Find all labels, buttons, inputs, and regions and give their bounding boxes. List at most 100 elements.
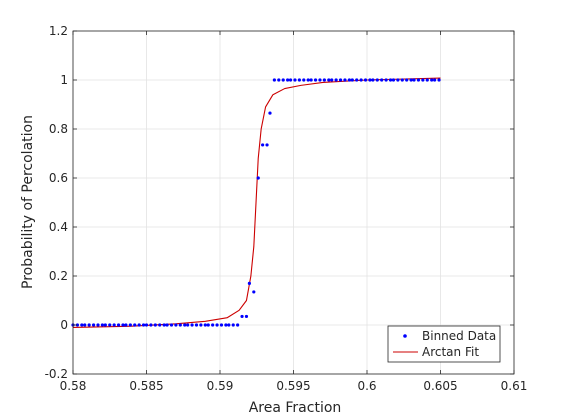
binned-data-point [281,78,285,82]
binned-data-point [206,323,210,327]
binned-data-point [405,78,409,82]
binned-data-point [211,323,215,327]
binned-data-point [265,143,269,147]
binned-data-point [261,143,265,147]
binned-data-point [388,78,393,82]
binned-data-point [128,323,132,327]
binned-data-point [343,78,347,82]
binned-data-point [363,78,368,82]
binned-data-point [309,78,313,82]
binned-data-point [306,78,310,82]
binned-data-point [137,323,141,327]
binned-data-point [244,314,249,319]
y-tick-label: -0.2 [45,367,68,381]
binned-data-point [350,78,354,82]
binned-data-point [268,111,272,115]
binned-data-point [391,78,396,82]
binned-data-point [190,323,194,327]
binned-data-point [375,78,379,82]
binned-data-point [149,323,153,327]
binned-data-point [169,323,174,327]
binned-data-point [322,78,326,82]
binned-data-point [203,323,207,327]
binned-data-point [153,323,157,327]
binned-data-point [219,323,224,327]
y-tick-label: 1.2 [49,24,68,38]
binned-data-point [293,78,297,82]
binned-data-point [421,78,425,82]
binned-data-point [313,78,318,82]
x-tick-label: 0.58 [60,379,87,393]
y-tick-label: 0.2 [49,269,68,283]
binned-data-point [165,323,169,327]
binned-data-point [186,323,190,327]
binned-data-point [347,78,351,82]
binned-data-point [425,78,429,82]
binned-data-point [409,78,413,82]
binned-data-point [380,78,384,82]
binned-data-point [174,323,178,327]
binned-data-point [416,78,421,82]
legend-marker-binned-data [403,334,407,338]
binned-data-point [236,323,240,327]
binned-data-point [124,323,128,327]
legend: Binned Data Arctan Fit [387,325,501,363]
series-layer [71,77,441,328]
binned-data-point [80,323,84,327]
binned-data-point [240,314,244,319]
binned-data-point [116,323,121,327]
x-axis-label: Area Fraction [249,400,342,416]
x-tick-label: 0.585 [129,379,163,393]
x-tick-label: 0.605 [423,379,457,393]
binned-data-point [355,78,359,82]
binned-data-point [100,323,104,327]
binned-data-point [144,323,149,327]
binned-data-point [433,78,437,82]
binned-data-point [277,78,281,82]
binned-data-point [396,78,400,82]
series-line-arctan-fit [72,77,441,328]
binned-data-point [334,78,338,82]
binned-data-point [83,323,87,327]
binned-data-point [412,78,416,82]
x-tick-label: 0.595 [276,379,310,393]
binned-data-point [288,78,293,82]
x-tick-label: 0.61 [501,379,528,393]
legend-label-binned-data: Binned Data [422,329,496,343]
binned-data-point [338,78,343,82]
binned-data-point [108,323,112,327]
binned-data-point [183,323,187,327]
binned-data-point [215,323,219,327]
binned-data-point [437,78,441,82]
binned-data-point [87,323,91,327]
binned-data-point [158,323,162,327]
binned-data-point [297,78,301,82]
binned-data-point [330,78,334,82]
y-tick-label: 0 [60,318,68,332]
binned-data-point [430,78,434,82]
binned-data-point [96,323,100,327]
y-tick-label: 0.8 [49,122,68,136]
binned-data-point [112,323,116,327]
x-tick-label: 0.59 [207,379,234,393]
x-tick-label: 0.6 [357,379,376,393]
binned-data-point [141,323,146,327]
binned-data-point [133,323,137,327]
binned-data-point [286,78,290,82]
binned-data-point [224,323,228,327]
binned-data-point [384,78,388,82]
binned-data-point [256,176,260,180]
ticks: 0.58 0.585 0.59 0.595 0.6 0.605 0.61 -0.2 0 0.2 0.… [45,24,528,393]
binned-data-point [121,323,125,327]
legend-label-arctan-fit: Arctan Fit [422,345,479,359]
binned-data-point [272,78,276,82]
binned-data-point [247,281,251,285]
binned-data-point [199,323,203,327]
y-tick-label: 0.4 [49,220,68,234]
binned-data-point [371,78,375,82]
y-axis-label: Probability of Percolation [20,115,36,289]
binned-data-point [194,323,199,327]
binned-data-point [252,290,256,294]
binned-data-point [91,323,96,327]
